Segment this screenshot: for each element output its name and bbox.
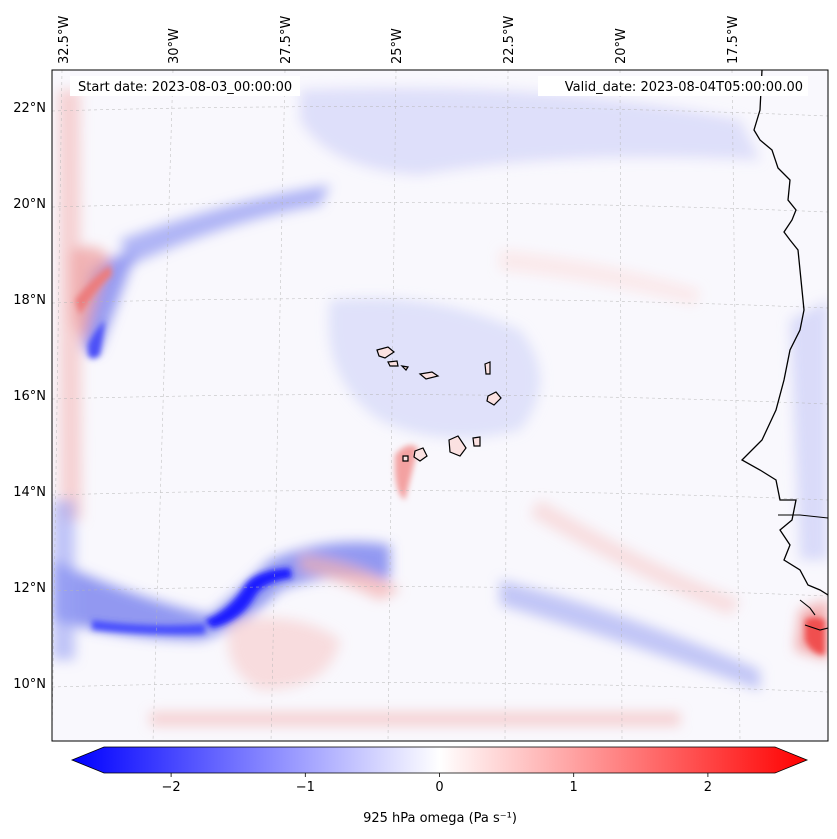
omega-region-pos	[228, 617, 340, 690]
lon-label: 20°W	[614, 28, 629, 64]
island	[376, 346, 396, 359]
omega-field	[52, 88, 828, 726]
lon-label: 17.5°W	[726, 16, 741, 64]
colorbar-label: 925 hPa omega (Pa s⁻¹)	[363, 811, 517, 826]
colorbar-tick-label: 1	[570, 780, 578, 795]
lat-label: 22°N	[13, 101, 46, 116]
colorbar-bar	[70, 746, 809, 774]
coastline-africa	[740, 70, 828, 596]
island	[418, 371, 440, 380]
lat-label: 12°N	[13, 581, 46, 596]
omega-strong-pos	[75, 265, 112, 315]
omega-region-neg	[52, 500, 75, 660]
valid-date-box	[538, 76, 808, 96]
lon-label: 30°W	[167, 28, 182, 64]
lon-label: 32.5°W	[57, 16, 72, 64]
colorbar-tick-label: 0	[435, 780, 443, 795]
start-date-label: Start date: 2023-08-03_00:00:00	[78, 80, 292, 95]
gridlines	[52, 70, 828, 741]
colorbar-tick-label: −2	[162, 780, 181, 795]
colorbar-tick-label: −1	[296, 780, 315, 795]
omega-region-pos	[150, 712, 680, 726]
omega-field-sharp	[75, 265, 825, 655]
omega-region-neg	[790, 300, 828, 560]
island	[413, 447, 428, 462]
omega-strong-neg	[92, 620, 205, 635]
lon-label: 27.5°W	[279, 16, 294, 64]
omega-region-neg	[328, 298, 540, 438]
coastline-detail	[778, 514, 828, 631]
lat-label: 20°N	[13, 197, 46, 212]
lat-label: 18°N	[13, 293, 46, 308]
omega-strong-neg-core	[205, 568, 292, 628]
omega-region-pos	[530, 500, 740, 615]
colorbar-ticks: −2 −1 0 1 2	[162, 773, 712, 795]
omega-region-neg	[500, 580, 760, 690]
omega-region-pos	[500, 250, 700, 305]
island	[400, 365, 410, 371]
omega-region-neg	[120, 185, 330, 265]
island	[448, 435, 467, 457]
lon-label: 25°W	[390, 28, 405, 64]
omega-region-pos	[58, 90, 82, 520]
island	[472, 436, 481, 447]
island	[486, 391, 502, 406]
island-outlines	[376, 346, 502, 462]
lat-label: 10°N	[13, 677, 46, 692]
latitude-labels: 22°N 20°N 18°N 16°N 14°N 12°N 10°N	[13, 101, 46, 692]
map-frame	[51, 69, 829, 742]
lat-label: 16°N	[13, 389, 46, 404]
colorbar: −2 −1 0 1 2 925 hPa omega (Pa s⁻¹)	[70, 746, 809, 826]
valid-date-label: Valid_date: 2023-08-04T05:00:00.00	[565, 80, 803, 95]
island	[484, 361, 491, 375]
lat-label: 14°N	[13, 485, 46, 500]
colorbar-tick-label: 2	[704, 780, 712, 795]
omega-region-neg	[300, 88, 760, 175]
omega-strong-neg	[88, 320, 105, 359]
start-date-box	[70, 76, 300, 96]
island	[387, 360, 399, 367]
omega-strong-pos	[395, 445, 418, 500]
island	[402, 455, 409, 462]
lon-label: 22.5°W	[502, 16, 517, 64]
omega-region-pos	[300, 555, 400, 600]
map-panel	[52, 70, 828, 741]
longitude-labels: 32.5°W 30°W 27.5°W 25°W 22.5°W 20°W 17.5…	[57, 16, 741, 64]
